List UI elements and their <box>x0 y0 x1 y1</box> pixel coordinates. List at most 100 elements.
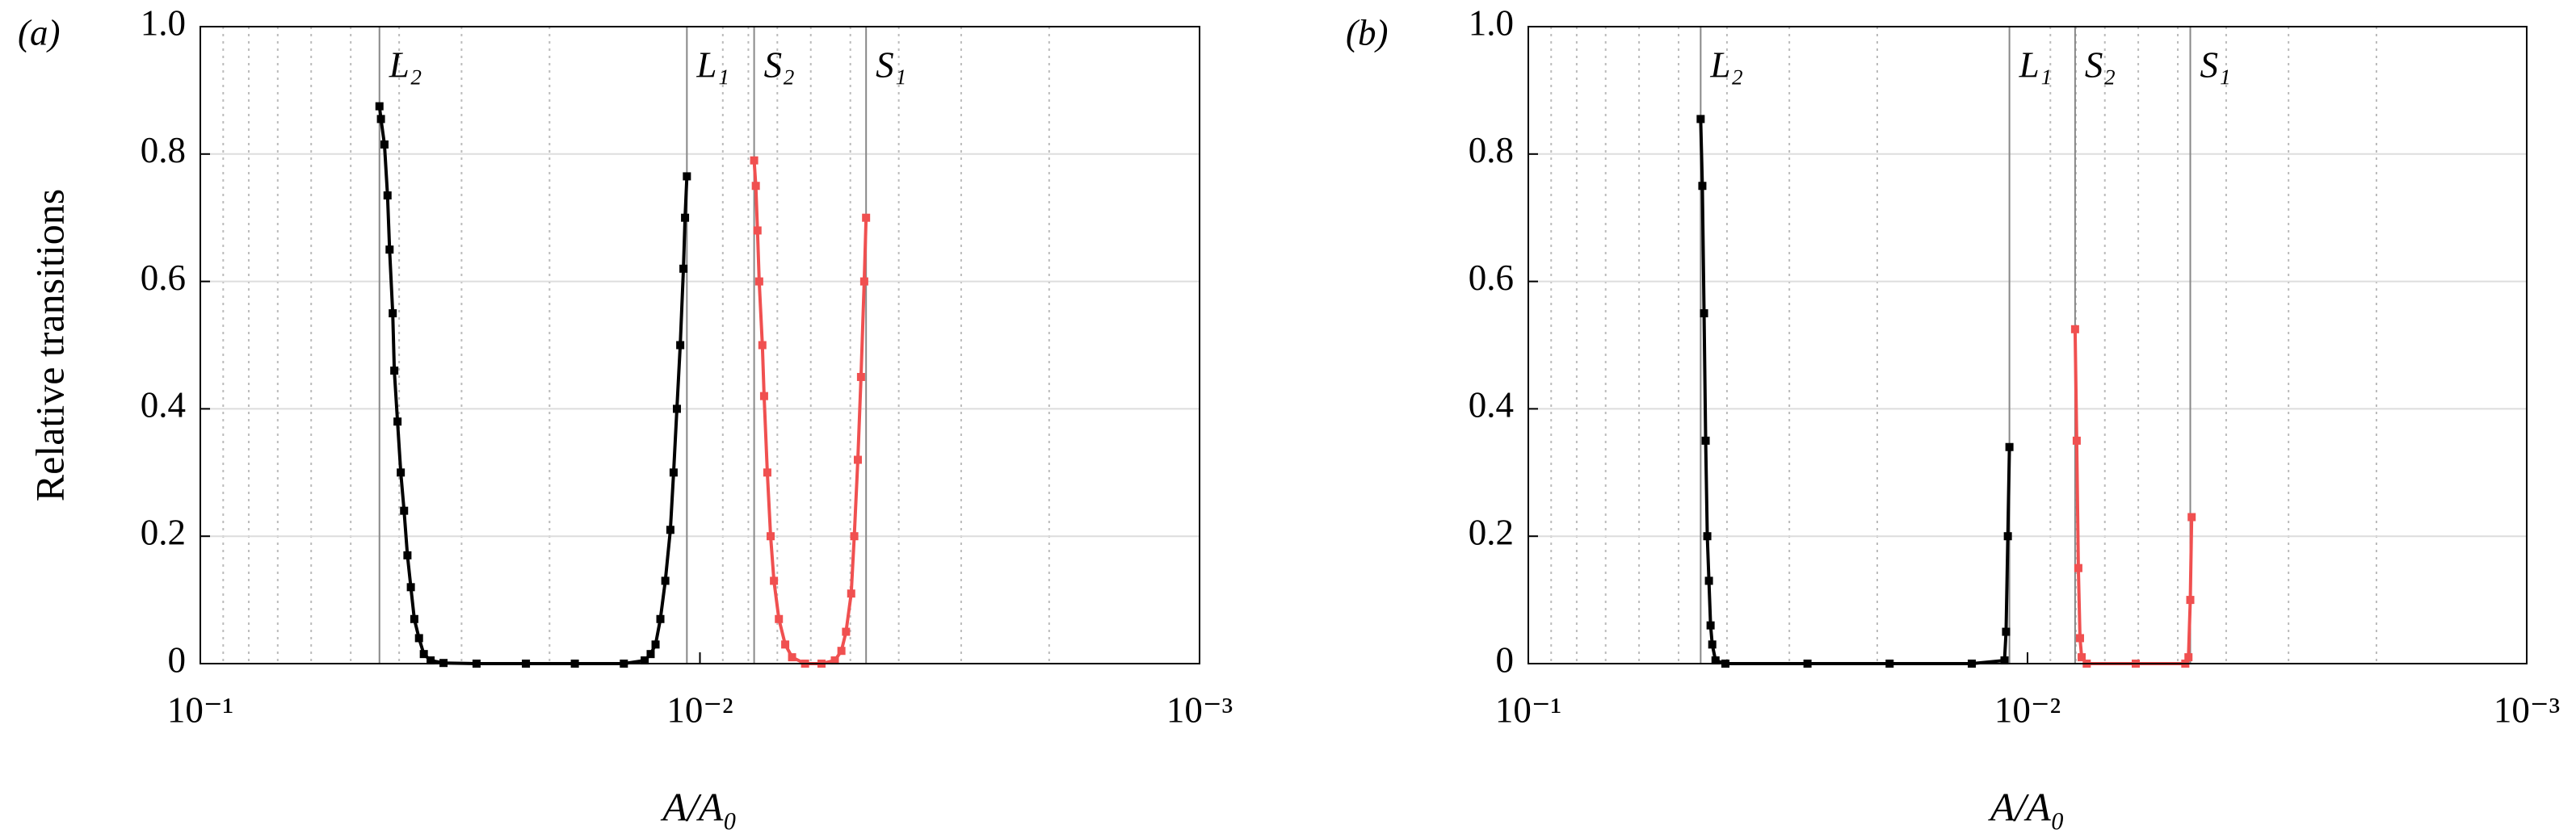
series-marker <box>406 583 415 592</box>
series-marker <box>427 656 435 665</box>
y-tick-label: 0 <box>168 639 187 680</box>
series-marker <box>770 576 779 585</box>
series-marker <box>679 264 688 273</box>
series-marker <box>781 640 790 649</box>
y-tick-label: 0.4 <box>141 385 186 425</box>
y-tick-label: 0.6 <box>141 258 186 298</box>
series-marker <box>847 589 855 598</box>
series-marker <box>1703 532 1712 541</box>
series-marker <box>856 372 865 381</box>
series-marker <box>389 309 397 318</box>
series-marker <box>385 245 394 254</box>
series-line <box>1699 119 2011 665</box>
series-marker <box>859 277 868 286</box>
reference-label: L₁ <box>695 44 729 85</box>
reference-label: L₂ <box>1709 44 1743 85</box>
series-marker <box>750 156 759 165</box>
series-marker <box>2003 532 2012 541</box>
x-tick-label: 10⁻³ <box>2494 689 2560 730</box>
series-marker <box>766 532 775 541</box>
x-tick-label: 10⁻² <box>1994 689 2061 730</box>
y-tick-label: 0 <box>1496 639 1515 680</box>
series-marker <box>397 468 406 477</box>
series-marker <box>758 341 767 350</box>
series-marker <box>666 526 674 534</box>
reference-label: S₁ <box>876 44 906 85</box>
series-marker <box>1708 640 1717 649</box>
series-line <box>377 106 689 665</box>
series-marker <box>646 650 655 659</box>
series-marker <box>383 191 392 200</box>
series-line <box>2073 329 2194 665</box>
series-marker <box>2002 627 2011 636</box>
x-axis-label: A/A₀ <box>660 784 737 829</box>
series-marker <box>683 172 691 181</box>
series-marker <box>419 650 428 659</box>
x-tick-label: 10⁻² <box>666 689 733 730</box>
series-marker <box>2075 634 2084 643</box>
x-axis-label: A/A₀ <box>1988 784 2065 829</box>
series-marker <box>403 551 412 559</box>
series-marker <box>410 614 418 623</box>
series-marker <box>375 102 384 111</box>
panel-label: (b) <box>1346 12 1388 52</box>
reference-label: S₂ <box>2085 44 2116 85</box>
series-marker <box>1700 309 1708 318</box>
series-marker <box>753 226 762 235</box>
series-marker <box>754 277 763 286</box>
series-marker <box>400 506 409 515</box>
series-marker <box>788 653 796 662</box>
series-marker <box>763 468 771 477</box>
y-tick-label: 0.2 <box>1469 513 1514 553</box>
y-tick-label: 0.6 <box>1469 258 1514 298</box>
reference-label: L₂ <box>389 44 422 85</box>
series-marker <box>669 468 678 477</box>
series-marker <box>837 647 846 656</box>
y-tick-label: 1.0 <box>141 2 186 43</box>
panel-label: (a) <box>18 12 60 52</box>
series-marker <box>390 367 399 375</box>
series-marker <box>751 182 760 191</box>
series-marker <box>2000 656 2009 665</box>
series-marker <box>1706 621 1715 630</box>
series-marker <box>656 614 665 623</box>
plot-frame <box>1528 26 2528 664</box>
series-marker <box>661 576 670 585</box>
series-marker <box>676 341 685 350</box>
series-marker <box>2184 653 2193 662</box>
y-tick-label: 1.0 <box>1469 2 1514 43</box>
series-marker <box>1704 576 1713 585</box>
series-marker <box>1698 182 1707 191</box>
y-axis-label: Relative transitions <box>27 189 72 501</box>
series-marker <box>380 140 389 149</box>
y-tick-label: 0.2 <box>141 513 186 553</box>
series-marker <box>651 640 660 649</box>
reference-label: L₁ <box>2019 44 2053 85</box>
series-marker <box>853 455 862 464</box>
series-marker <box>2187 513 2196 522</box>
y-tick-label: 0.4 <box>1469 385 1514 425</box>
series-marker <box>672 404 681 413</box>
series-marker <box>2070 325 2079 333</box>
x-tick-label: 10⁻¹ <box>167 689 233 730</box>
series-marker <box>1701 436 1710 445</box>
series-marker <box>830 656 839 665</box>
series-marker <box>775 614 784 623</box>
series-marker <box>2186 596 2195 605</box>
series-marker <box>2072 436 2081 445</box>
plot-frame <box>200 26 1200 664</box>
series-marker <box>2074 564 2082 572</box>
y-tick-label: 0.8 <box>141 130 186 170</box>
x-tick-label: 10⁻¹ <box>1495 689 1561 730</box>
series-marker <box>393 417 402 426</box>
series-marker <box>1711 656 1720 665</box>
series-marker <box>1696 115 1705 124</box>
series-marker <box>681 213 690 222</box>
x-tick-label: 10⁻³ <box>1166 689 1233 730</box>
series-marker <box>414 634 423 643</box>
series-marker <box>862 213 871 222</box>
series-marker <box>759 392 768 400</box>
y-tick-label: 0.8 <box>1469 130 1514 170</box>
reference-label: S₁ <box>2200 44 2231 85</box>
